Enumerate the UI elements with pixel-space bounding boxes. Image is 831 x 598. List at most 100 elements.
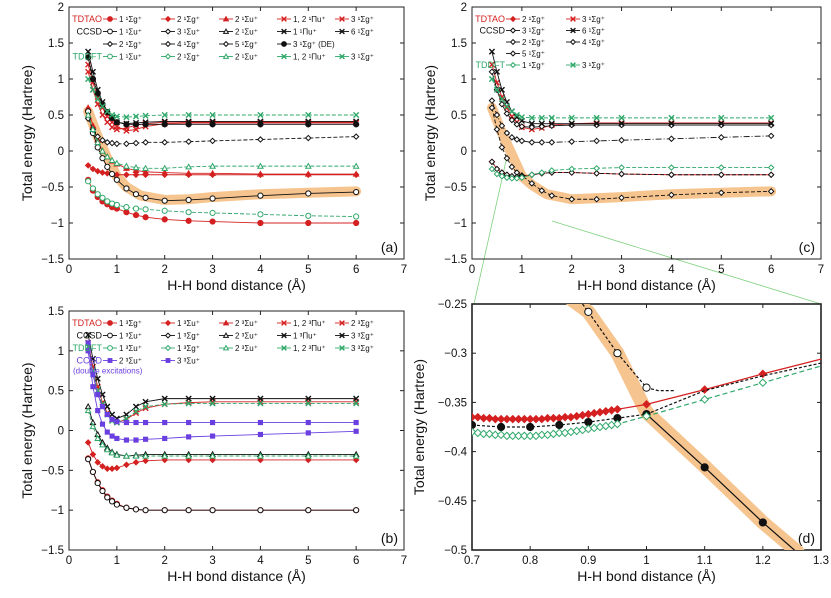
series-line — [87, 410, 357, 457]
data-point — [209, 162, 217, 169]
data-point — [668, 171, 675, 179]
data-point — [593, 195, 600, 203]
data-point — [537, 430, 547, 440]
y-tick-label: −0.5 — [444, 182, 467, 194]
legend-entry-label: 2 ¹Σg⁺ — [177, 15, 200, 24]
data-point — [209, 419, 216, 426]
legend-entry-label: 1 ³Πu⁺ — [293, 332, 317, 341]
data-point — [488, 104, 496, 112]
data-point — [94, 479, 101, 487]
data-point — [132, 119, 140, 127]
data-point — [132, 163, 140, 171]
data-point — [99, 194, 106, 201]
legend-marker — [509, 38, 517, 46]
data-point — [568, 165, 576, 173]
series-line — [87, 114, 357, 169]
data-point — [352, 170, 360, 177]
data-point — [133, 419, 139, 426]
data-point — [132, 205, 140, 212]
legend-entry-label: 1, 2 ³Πu⁺ — [293, 319, 326, 328]
data-point — [257, 456, 264, 464]
data-point — [568, 114, 575, 121]
data-point — [305, 190, 312, 197]
legend-marker — [339, 28, 345, 35]
x-tick-label: 0.8 — [522, 555, 538, 567]
x-tick-label: 1 — [114, 264, 120, 276]
series-line — [87, 442, 357, 470]
data-point — [85, 68, 92, 75]
x-tick-label: 1 — [643, 555, 649, 567]
data-point — [642, 411, 651, 421]
data-point — [700, 395, 709, 404]
data-point — [767, 121, 775, 129]
data-point — [353, 219, 360, 227]
legend-entry-label: 1 ³Σg⁺ — [177, 344, 200, 353]
data-point — [593, 120, 600, 127]
data-point — [538, 169, 546, 176]
zoom-line-right — [551, 220, 822, 305]
data-point — [488, 97, 496, 104]
data-point — [498, 86, 506, 93]
data-point — [514, 431, 523, 441]
legend-marker — [106, 40, 114, 48]
data-point — [528, 120, 535, 127]
data-point — [89, 185, 97, 192]
x-tick-label: 1 — [519, 264, 525, 276]
data-point — [185, 507, 192, 514]
data-point — [767, 164, 775, 171]
data-point — [109, 416, 115, 422]
legend-marker — [165, 358, 171, 363]
data-point — [508, 116, 516, 124]
data-point — [108, 170, 116, 178]
data-point — [717, 134, 725, 141]
y-tick-label: −1 — [51, 505, 64, 517]
data-point — [304, 134, 312, 142]
x-tick-label: 7 — [401, 264, 407, 276]
data-point — [161, 507, 168, 514]
plot-series — [84, 331, 360, 514]
data-point — [584, 417, 593, 427]
data-point — [209, 433, 216, 439]
data-point — [555, 420, 564, 430]
legend-marker — [107, 332, 113, 339]
x-tick-label: 3 — [209, 555, 215, 567]
legend-marker — [281, 16, 287, 22]
data-point — [618, 164, 625, 171]
data-point — [256, 162, 264, 169]
data-point — [99, 421, 106, 427]
data-point — [508, 175, 516, 182]
data-point — [768, 120, 775, 127]
data-point — [113, 201, 120, 209]
data-point — [498, 144, 506, 151]
data-point — [113, 159, 121, 166]
data-point — [99, 391, 106, 398]
legend-marker — [339, 16, 345, 22]
data-point — [103, 465, 111, 473]
legend-entry-label: 1 ³Σg⁺ — [177, 332, 200, 341]
data-point — [132, 409, 140, 417]
data-point — [520, 414, 529, 424]
data-point — [613, 349, 622, 358]
data-point — [185, 163, 193, 170]
data-point — [113, 501, 120, 508]
legend-entry-label: 3 ¹Σu⁺ — [177, 28, 200, 37]
data-point — [257, 118, 264, 125]
legend-marker — [339, 332, 345, 339]
y-tick-label: 1 — [58, 74, 64, 86]
legend-entry-label: 1, 2 ¹Πu⁺ — [293, 15, 326, 24]
y-tick-label: 1.5 — [48, 38, 64, 50]
data-point — [142, 168, 150, 175]
data-point — [498, 172, 506, 180]
data-point — [305, 507, 312, 514]
panel-label: (b) — [381, 530, 398, 546]
x-tick-label: 4 — [668, 264, 675, 276]
data-point — [503, 129, 511, 137]
data-point — [104, 119, 111, 126]
legend-method-label: CCSD — [76, 27, 102, 37]
legend-entry-label: 3 ³Σu⁺ — [177, 357, 200, 366]
data-point — [103, 139, 111, 146]
data-point — [123, 140, 130, 148]
data-point — [256, 452, 264, 459]
data-point — [353, 400, 360, 407]
